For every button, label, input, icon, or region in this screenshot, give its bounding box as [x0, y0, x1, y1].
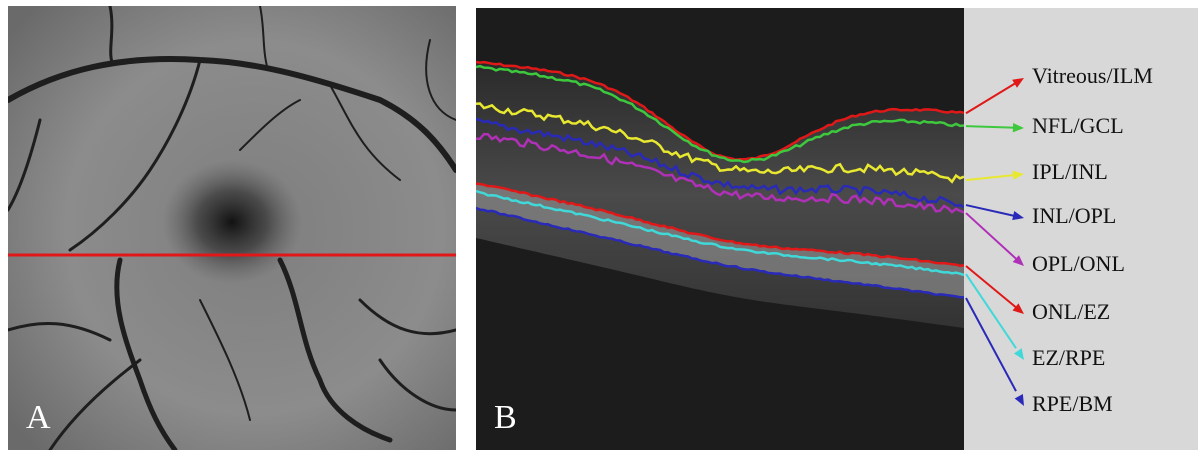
layer-label: NFL/GCL — [1032, 113, 1124, 138]
figure: A B Vitreous/ILM NFL/GCL IPL/INL INL/OPL OPL… — [0, 0, 1204, 453]
panel-label: A — [26, 399, 51, 436]
fundus-panel — [8, 6, 456, 450]
layer-label: ONL/EZ — [1032, 299, 1110, 324]
layer-label: OPL/ONL — [1032, 251, 1125, 276]
panel-label: B — [494, 399, 517, 436]
layer-label: INL/OPL — [1032, 203, 1116, 228]
layer-label: EZ/RPE — [1032, 345, 1105, 370]
layer-label: RPE/BM — [1032, 391, 1113, 416]
layer-label: IPL/INL — [1032, 159, 1108, 184]
layer-label: Vitreous/ILM — [1032, 63, 1153, 88]
oct-panel — [476, 8, 964, 450]
